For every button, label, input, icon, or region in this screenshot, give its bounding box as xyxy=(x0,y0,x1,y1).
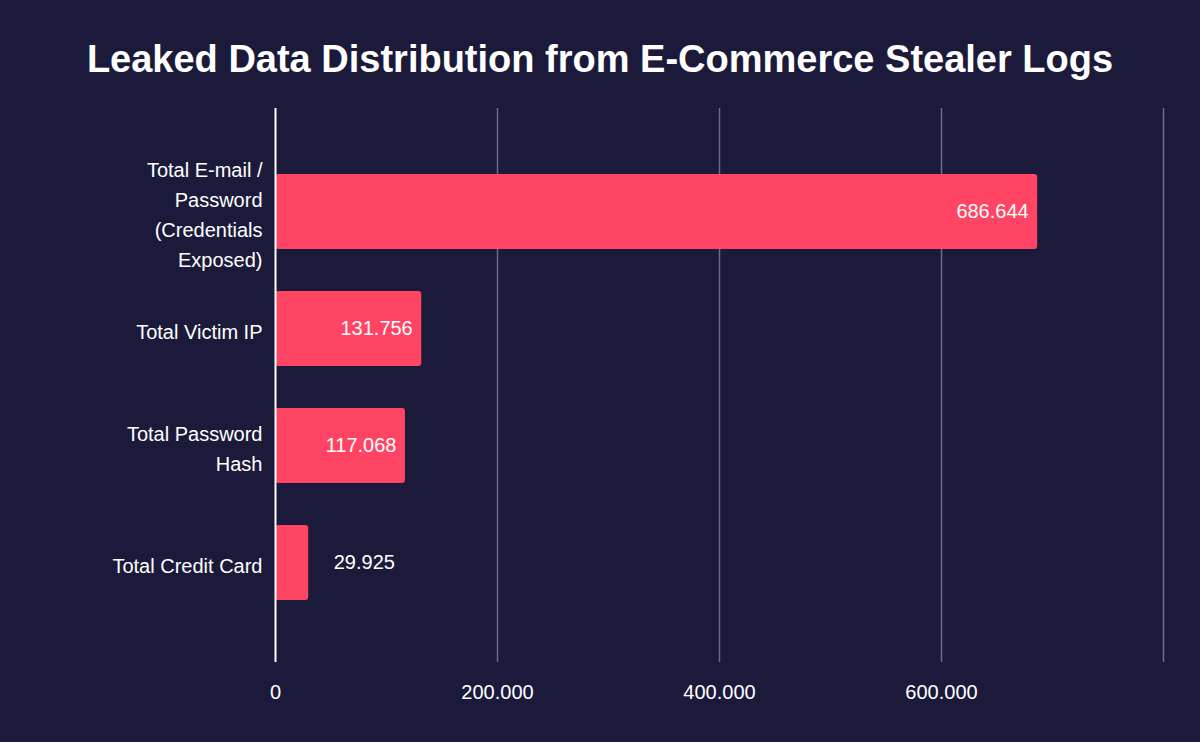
svg-text:Total Victim IP: Total Victim IP xyxy=(136,321,262,343)
svg-text:Total E-mail /Password(Credent: Total E-mail /Password(CredentialsExpose… xyxy=(147,159,263,271)
svg-text:686.644: 686.644 xyxy=(956,200,1028,222)
svg-text:0: 0 xyxy=(270,681,281,703)
svg-text:Total Credit Card: Total Credit Card xyxy=(112,555,262,577)
svg-text:Total PasswordHash: Total PasswordHash xyxy=(127,423,263,475)
svg-text:117.068: 117.068 xyxy=(326,434,397,456)
svg-text:400.000: 400.000 xyxy=(683,681,755,703)
svg-text:29.925: 29.925 xyxy=(334,551,395,573)
svg-text:131.756: 131.756 xyxy=(340,317,412,339)
html-text:Leaked Data Distribution from: Leaked Data Distribution from E-Commerce… xyxy=(86,38,1114,80)
svg-text:600.000: 600.000 xyxy=(905,681,977,703)
svg-text:200.000: 200.000 xyxy=(461,681,533,703)
